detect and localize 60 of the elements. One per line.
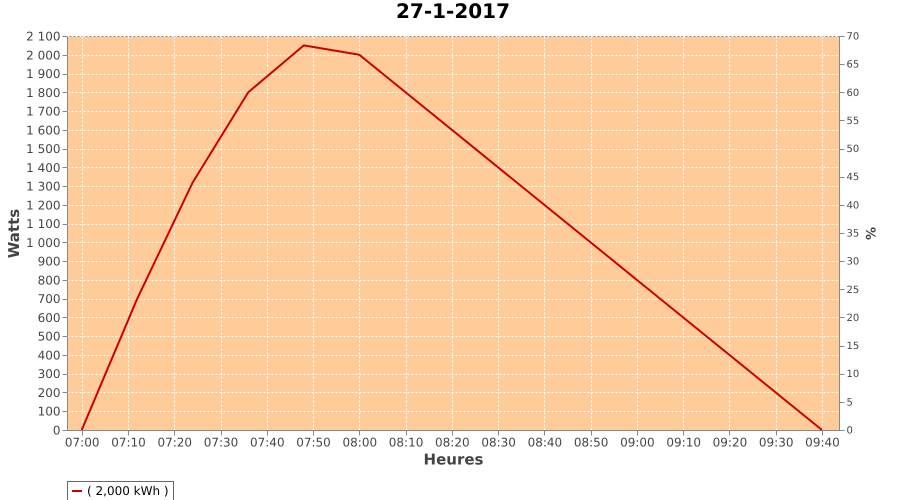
x-tick-label: 07:10 xyxy=(111,436,146,450)
y-tick-label: 2 000 xyxy=(26,48,60,62)
y2-tick-label: 65 xyxy=(846,60,860,71)
x-tick-label: 07:30 xyxy=(204,436,238,450)
y-tick-label: 0 xyxy=(52,424,60,438)
legend-label: ( 2,000 kWh ) xyxy=(87,484,169,498)
x-tick-label: 09:30 xyxy=(758,436,794,450)
y2-tick-label: 60 xyxy=(846,88,860,99)
y-tick-label: 500 xyxy=(38,330,60,344)
y-tick-label: 1 000 xyxy=(26,236,60,250)
y-tick-label: 700 xyxy=(38,292,60,306)
y2-tick-label: 15 xyxy=(846,341,860,352)
y-tick-label: 100 xyxy=(38,404,60,419)
x-tick-label: 07:00 xyxy=(64,436,100,450)
x-tick-label: 09:20 xyxy=(712,436,748,450)
x-tick-label: 08:10 xyxy=(388,436,424,450)
y-tick-label: 1 800 xyxy=(26,86,60,100)
y-tick-label: 800 xyxy=(38,273,60,288)
x-tick-label: 07:50 xyxy=(296,436,331,450)
y-tick-label: 1 400 xyxy=(26,160,60,175)
y-tick-label: 1 300 xyxy=(26,180,60,194)
x-tick-label: 08:20 xyxy=(435,436,470,450)
x-tick-label: 09:10 xyxy=(666,436,701,450)
y-tick-label: 900 xyxy=(38,254,60,269)
y-tick-label: 1 500 xyxy=(26,142,60,156)
y2-tick-label: 70 xyxy=(846,32,860,42)
y2-tick-label: 45 xyxy=(846,172,860,184)
x-tick-label: 07:20 xyxy=(157,436,192,450)
y-tick-label: 1 600 xyxy=(26,123,60,138)
x-axis-title: Heures xyxy=(424,450,484,468)
y-axis-title: Watts xyxy=(5,208,24,258)
y2-tick-label: 0 xyxy=(846,426,853,436)
y-tick-label: 600 xyxy=(38,310,60,325)
x-tick-label: 09:00 xyxy=(620,436,655,450)
y-tick-label: 1 900 xyxy=(26,67,60,82)
y2-tick-label: 30 xyxy=(846,256,860,268)
x-tick-label: 07:40 xyxy=(250,436,285,450)
x-tick-label: 08:30 xyxy=(481,436,516,450)
y-tick-label: 1 100 xyxy=(26,217,60,232)
y-tick-label: 400 xyxy=(38,348,60,362)
line-series xyxy=(80,44,823,431)
y-tick-label: 1 200 xyxy=(26,198,60,212)
y2-tick-label: 10 xyxy=(846,369,860,380)
y2-tick-label: 20 xyxy=(846,312,860,324)
y2-tick-label: 35 xyxy=(846,228,860,240)
x-tick-label: 09:40 xyxy=(805,436,840,450)
y2-tick-label: 25 xyxy=(846,284,860,296)
x-tick-label: 08:40 xyxy=(528,436,562,450)
y2-axis-title: % xyxy=(862,226,878,240)
y-tick-label: 1 700 xyxy=(26,104,60,119)
y2-tick-label: 40 xyxy=(846,200,860,212)
y2-tick-label: 5 xyxy=(846,397,853,408)
y-tick-label: 200 xyxy=(38,386,60,400)
y-tick-label: 2 100 xyxy=(26,30,60,44)
x-tick-label: 08:50 xyxy=(574,436,608,450)
y2-tick-label: 50 xyxy=(846,144,860,156)
chart-title: 27-1-2017 xyxy=(396,0,510,23)
x-tick-label: 08:00 xyxy=(342,436,378,450)
y-tick-label: 300 xyxy=(38,367,60,382)
y2-tick-label: 55 xyxy=(846,116,860,127)
